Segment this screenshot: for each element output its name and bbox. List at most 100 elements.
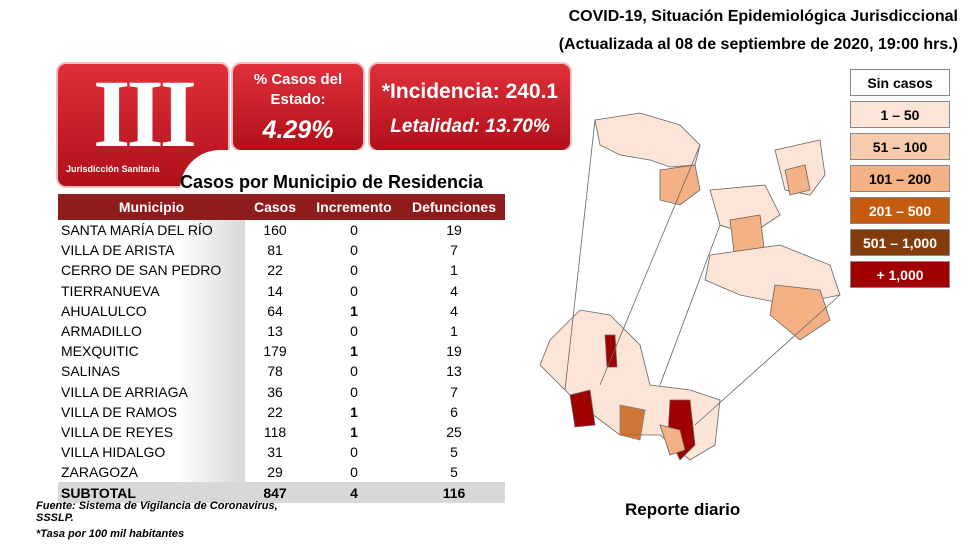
cell: 64 bbox=[267, 302, 283, 319]
rates-badge: *Incidencia: 240.1 Letalidad: 13.70% bbox=[368, 62, 572, 152]
cell: 0 bbox=[350, 363, 358, 380]
cell: 160 bbox=[263, 222, 287, 239]
jurisdiction-label: Jurisdicción Sanitaria bbox=[66, 164, 160, 174]
report-label: Reporte diario bbox=[625, 500, 741, 519]
subtitle: (Actualizada al 08 de septiembre de 2020… bbox=[558, 36, 958, 53]
cell: 1 bbox=[350, 302, 358, 319]
column-header: Defunciones bbox=[403, 194, 505, 220]
jurisdiction-badge: III Jurisdicción Sanitaria bbox=[56, 62, 230, 188]
cell: VILLA HIDALGO bbox=[58, 442, 245, 463]
column-header: Casos bbox=[245, 194, 305, 220]
cell: CERRO DE SAN PEDRO bbox=[58, 260, 245, 281]
cell: VILLA DE ARISTA bbox=[58, 240, 245, 261]
table-row: VILLA DE RAMOS 22 1 6 bbox=[58, 401, 505, 422]
cell: 5 bbox=[450, 464, 458, 481]
lethality: Letalidad: 13.70% bbox=[390, 116, 550, 137]
cell: 7 bbox=[450, 242, 458, 259]
cell: ARMADILLO bbox=[58, 320, 245, 342]
cell: 31 bbox=[267, 444, 283, 461]
cell: AHUALULCO bbox=[58, 300, 245, 321]
cell: VILLA DE ARRIAGA bbox=[58, 381, 245, 402]
column-header: Municipio bbox=[58, 194, 245, 220]
cell: 4 bbox=[450, 302, 458, 319]
cell: MEXQUITIC bbox=[58, 341, 245, 362]
incidence: *Incidencia: 240.1 bbox=[381, 80, 559, 103]
cell: SANTA MARÍA DEL RÍO bbox=[58, 220, 245, 241]
cell: 179 bbox=[263, 343, 287, 360]
cell: SUBTOTAL bbox=[58, 482, 245, 503]
cell: 1 bbox=[450, 262, 458, 279]
cell: 22 bbox=[267, 403, 283, 420]
table-row: MEXQUITIC 179 1 19 bbox=[58, 341, 505, 362]
cell: VILLA DE RAMOS bbox=[58, 401, 245, 422]
cell: 36 bbox=[267, 383, 283, 400]
cell: 1 bbox=[350, 423, 358, 440]
cell: 0 bbox=[350, 383, 358, 400]
roman: III bbox=[92, 60, 197, 167]
table-row: ZARAGOZA 29 0 5 bbox=[58, 462, 505, 483]
table-title: Casos por Municipio de Residencia bbox=[180, 172, 484, 192]
table-row: ARMADILLO 13 0 1 bbox=[58, 320, 505, 342]
cell: 0 bbox=[350, 222, 358, 239]
cell: 0 bbox=[350, 323, 358, 340]
cell: 22 bbox=[267, 262, 283, 279]
table-row: SUBTOTAL 847 4 116 bbox=[58, 482, 505, 503]
cell: 19 bbox=[446, 343, 462, 360]
cell: 0 bbox=[350, 444, 358, 461]
cell: 14 bbox=[267, 282, 283, 299]
source-note: Fuente: Sistema de Vigilancia de Coronav… bbox=[36, 500, 278, 524]
cell: 13 bbox=[267, 323, 283, 340]
column-header: Incremento bbox=[305, 194, 403, 220]
cell: 78 bbox=[267, 363, 283, 380]
cell: 25 bbox=[446, 423, 462, 440]
table-row: AHUALULCO 64 1 4 bbox=[58, 300, 505, 321]
cell: 847 bbox=[245, 482, 305, 503]
cell: 4 bbox=[450, 282, 458, 299]
cell: 118 bbox=[263, 423, 287, 440]
cell: TIERRANUEVA bbox=[58, 280, 245, 301]
cell: 0 bbox=[350, 262, 358, 279]
cell: VILLA DE REYES bbox=[58, 421, 245, 443]
cell: 0 bbox=[350, 282, 358, 299]
table-row: SANTA MARÍA DEL RÍO 160 0 19 bbox=[58, 220, 505, 241]
legend: Sin casos 1 – 50 51 – 100 101 – 200 201 – 50… bbox=[850, 69, 950, 293]
legend-item: 101 – 200 bbox=[850, 165, 950, 192]
cell: 29 bbox=[267, 464, 283, 481]
legend-item: 51 – 100 bbox=[850, 133, 950, 160]
legend-item: + 1,000 bbox=[850, 261, 950, 288]
table-row: SALINAS 78 0 13 bbox=[58, 361, 505, 382]
table-row: VILLA DE ARRIAGA 36 0 7 bbox=[58, 381, 505, 402]
cell: 7 bbox=[450, 383, 458, 400]
map bbox=[539, 112, 841, 461]
cell: 5 bbox=[450, 444, 458, 461]
table-row: TIERRANUEVA 14 0 4 bbox=[58, 280, 505, 301]
state-value: 4.29% bbox=[262, 116, 334, 144]
rate-note: *Tasa por 100 mil habitantes bbox=[36, 528, 185, 540]
cell: 1 bbox=[350, 343, 358, 360]
table-row: VILLA DE ARISTA 81 0 7 bbox=[58, 240, 505, 261]
cell: 0 bbox=[350, 464, 358, 481]
cell: 1 bbox=[450, 323, 458, 340]
table: Municipio Casos Incremento Defunciones SANTA… bbox=[58, 194, 505, 503]
cell: 0 bbox=[350, 242, 358, 259]
cell: 19 bbox=[446, 222, 462, 239]
legend-item: 501 – 1,000 bbox=[850, 229, 950, 256]
title: COVID-19, Situación Epidemiológica Juris… bbox=[568, 8, 958, 25]
cell: 81 bbox=[267, 242, 283, 259]
table-row: VILLA HIDALGO 31 0 5 bbox=[58, 442, 505, 463]
table-row: VILLA DE REYES 118 1 25 bbox=[58, 421, 505, 443]
legend-item: 201 – 500 bbox=[850, 197, 950, 224]
cell: 13 bbox=[446, 363, 462, 380]
cell: 1 bbox=[350, 403, 358, 420]
cell: 4 bbox=[305, 482, 403, 503]
header-row: Municipio Casos Incremento Defunciones bbox=[58, 194, 505, 220]
cell: ZARAGOZA bbox=[58, 462, 245, 483]
table-row: CERRO DE SAN PEDRO 22 0 1 bbox=[58, 260, 505, 281]
legend-item: 1 – 50 bbox=[850, 101, 950, 128]
state-label: % Casos del Estado: bbox=[253, 71, 343, 108]
state-badge: % Casos del Estado: 4.29% bbox=[231, 62, 365, 152]
cell: 6 bbox=[450, 403, 458, 420]
cell: 116 bbox=[403, 482, 505, 503]
cell: SALINAS bbox=[58, 361, 245, 382]
